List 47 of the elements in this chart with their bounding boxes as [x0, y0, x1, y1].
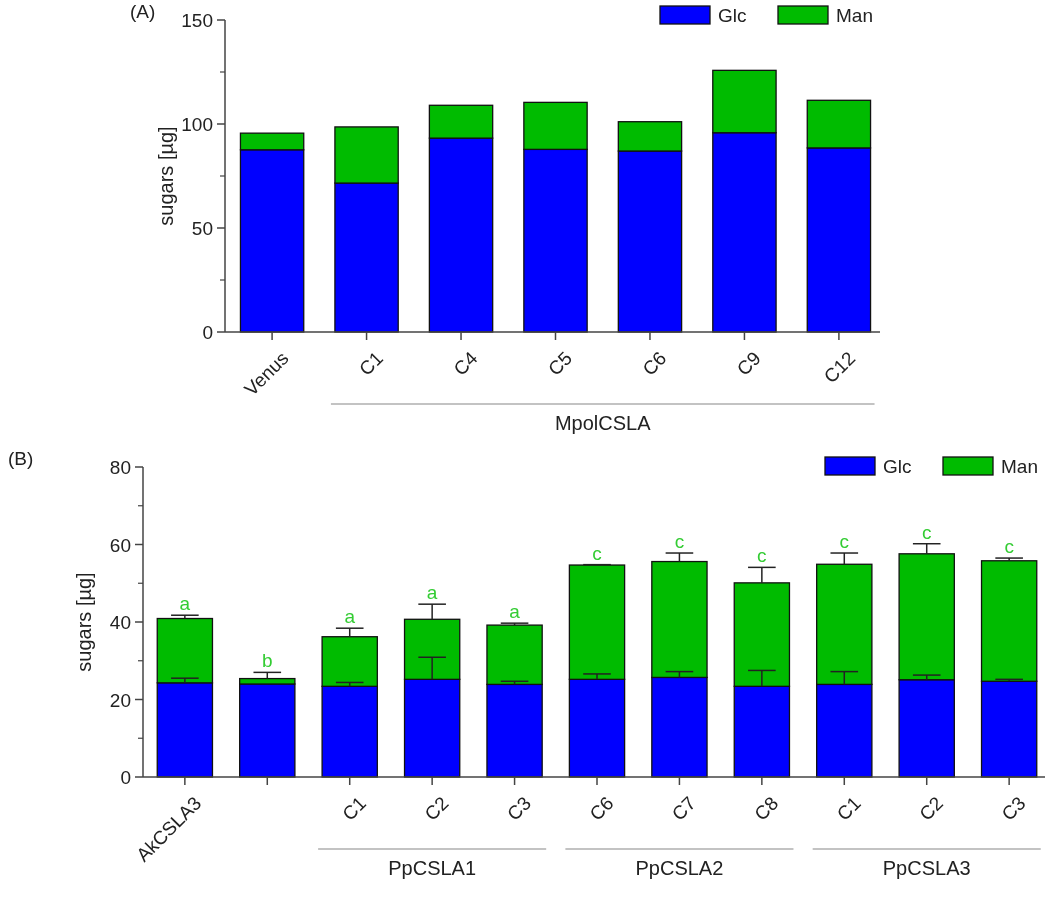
x-tick-label: C1	[832, 792, 865, 825]
chart-title: (A)	[130, 1, 156, 22]
x-tick-label: C6	[638, 347, 671, 380]
x-tick-label: C2	[420, 792, 453, 825]
x-tick-label: C3	[997, 792, 1030, 825]
data-label: a	[509, 601, 521, 623]
y-tick-label: 20	[109, 689, 131, 711]
y-tick-label: 100	[181, 114, 213, 135]
y-tick-label: 150	[181, 10, 213, 31]
x-tick-label: C7	[667, 792, 700, 825]
data-label: a	[179, 593, 191, 615]
data-label: c	[592, 542, 602, 564]
data-label: c	[1004, 536, 1014, 558]
text: PpCSLA1	[388, 857, 477, 879]
data-label: c	[757, 545, 767, 567]
y-tick-label: 80	[109, 457, 131, 478]
y-tick-label: 0	[120, 767, 131, 788]
text: MpolCSLA	[554, 412, 652, 434]
data-label: b	[262, 650, 273, 672]
text: PpCSLA2	[635, 857, 724, 879]
x-tick-label: C12	[819, 347, 860, 388]
legend-label: Glc	[718, 5, 747, 26]
x-tick-label: C2	[915, 792, 948, 825]
text: PpCSLA3	[882, 857, 971, 879]
x-tick-label: C5	[543, 347, 576, 380]
y-axis-title: sugars [µg]	[73, 572, 95, 672]
x-tick-label: C1	[354, 347, 387, 380]
y-tick-label: 40	[109, 612, 131, 633]
x-tick-label: C4	[449, 347, 482, 380]
legend-label: Man	[836, 5, 873, 26]
y-tick-label: 50	[191, 218, 213, 239]
legend-label: Man	[1001, 456, 1038, 477]
x-tick-label: C8	[750, 792, 783, 825]
data-label: c	[674, 531, 685, 553]
chart-title: (B)	[8, 448, 34, 469]
x-tick-label: C9	[732, 347, 765, 380]
data-label: c	[839, 531, 850, 553]
y-tick-label: 0	[202, 322, 213, 343]
data-label: a	[426, 582, 438, 604]
y-tick-label: 60	[109, 534, 131, 556]
legend-label: Glc	[883, 456, 912, 477]
x-tick-label: C1	[338, 792, 371, 825]
y-axis-title: sugars [µg]	[155, 126, 177, 226]
x-tick-label: C6	[585, 792, 618, 825]
x-tick-label: C3	[502, 792, 536, 825]
data-label: a	[344, 606, 356, 628]
data-label: c	[921, 521, 932, 543]
